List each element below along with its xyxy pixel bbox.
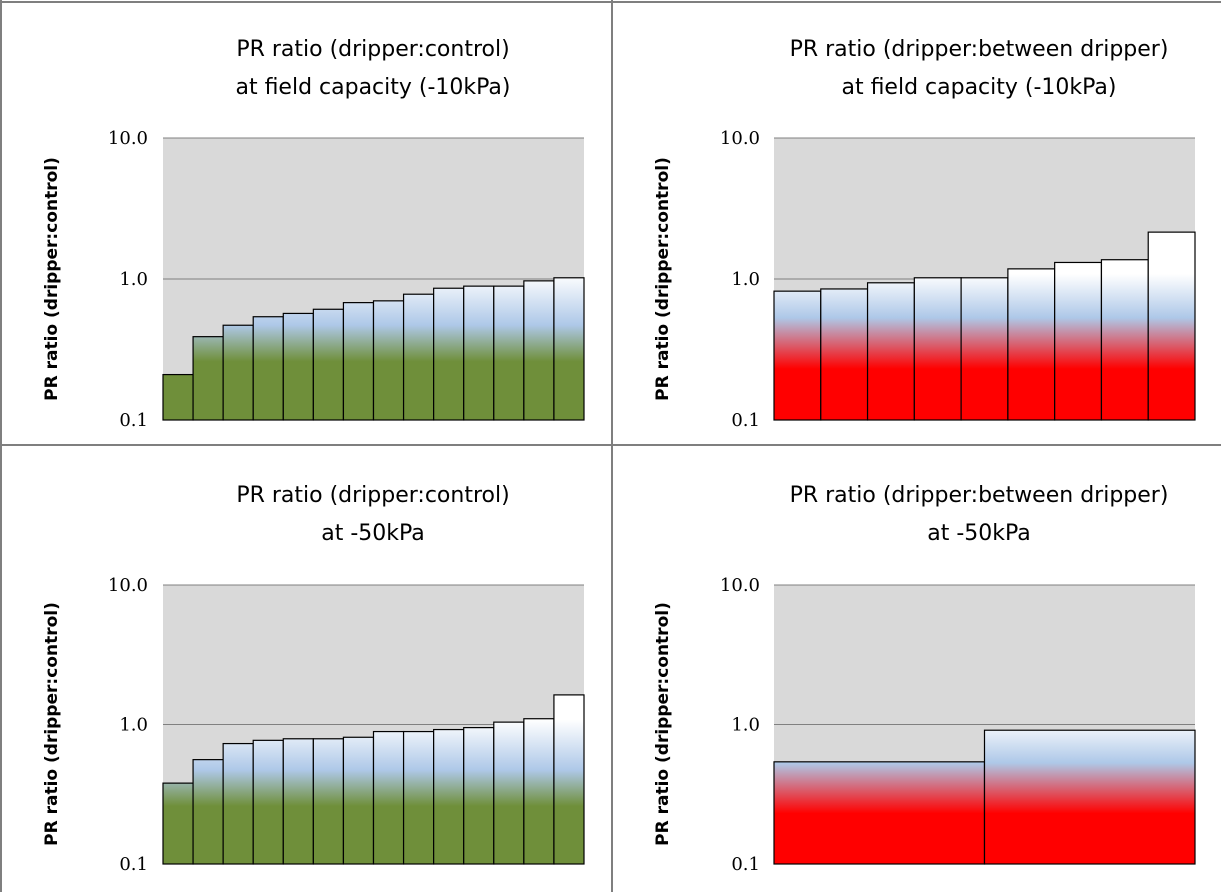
chart-panel-4: PR ratio (dripper:between dripper) at -50… [653,483,1196,875]
chart-panel-1: PR ratio (dripper:control) at field capac… [42,37,585,431]
chart-title-line-2: at -50kPa [927,521,1031,546]
y-axis-label: PR ratio (dripper:control) [42,602,62,846]
chart-title-line-1: PR ratio (dripper:between dripper) [790,483,1169,508]
bar [342,302,375,421]
bar [1054,261,1103,421]
bar [960,277,1009,421]
y-tick-label: 10.0 [108,128,148,149]
bar [1007,268,1056,421]
bar [342,736,375,865]
y-axis-label: PR ratio (dripper:control) [653,157,673,401]
y-tick-label: 10.0 [720,128,760,149]
bar [493,285,525,421]
bar [463,285,495,421]
chart-title-line-1: PR ratio (dripper:between dripper) [790,37,1169,62]
chart-title-line-1: PR ratio (dripper:control) [236,37,509,62]
chart-title-line-2: at field capacity (-10kPa) [235,75,510,100]
y-tick-label: 0.1 [731,854,760,875]
bar [463,727,495,865]
bar [493,721,525,865]
bar [866,282,915,421]
y-tick-label: 0.1 [119,410,148,431]
y-tick-label: 0.1 [119,854,148,875]
chart-title-line-1: PR ratio (dripper:control) [236,483,509,508]
bar [913,277,962,421]
y-tick-label: 1.0 [731,269,760,290]
bar [162,373,194,421]
y-tick-label: 0.1 [731,410,760,431]
y-tick-label: 1.0 [119,269,148,290]
bar [312,308,345,421]
bar [282,738,314,865]
bar [523,718,555,865]
bar [773,761,986,865]
bar [222,324,254,421]
bar [312,738,345,865]
chart-title-line-2: at -50kPa [321,521,425,546]
y-axis-label: PR ratio (dripper:control) [653,602,673,846]
bar [433,287,465,421]
bar [773,290,822,421]
bar [553,277,585,421]
bar [433,728,465,865]
bar [1147,231,1196,421]
bar [553,694,585,865]
bar [983,729,1196,865]
y-axis-label: PR ratio (dripper:control) [42,157,62,401]
y-tick-label: 10.0 [108,575,148,596]
bar [523,280,555,421]
bar [402,293,435,421]
bar [820,288,869,421]
chart-panel-2: PR ratio (dripper:between dripper) at fie… [653,37,1196,431]
chart-panel-3: PR ratio (dripper:control) at -50kPa 10.0 1… [42,483,585,875]
bar [222,742,254,865]
bar [192,759,224,865]
chart-title-line-2: at field capacity (-10kPa) [841,75,1116,100]
y-tick-label: 10.0 [720,575,760,596]
bar [1100,259,1149,421]
bar [162,782,194,865]
bar [252,316,284,421]
y-tick-label: 1.0 [731,715,760,736]
bar [372,730,405,865]
y-tick-label: 1.0 [119,715,148,736]
bar [192,336,224,421]
bar [252,739,284,865]
bar [402,730,435,865]
bar [282,312,314,421]
bar [372,300,405,421]
